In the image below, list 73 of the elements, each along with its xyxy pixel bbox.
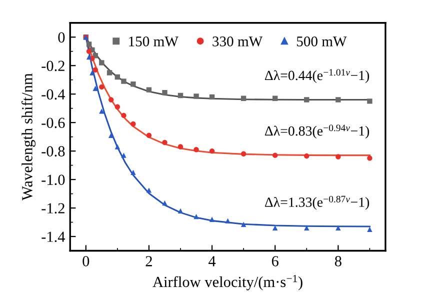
- point: [99, 60, 104, 66]
- annotation: Δλ=1.33(e$^{−0.87v}$−1): [264, 196, 370, 210]
- point: [114, 74, 120, 80]
- point: [194, 214, 199, 220]
- point: [367, 156, 372, 161]
- point: [146, 188, 152, 193]
- y-tick-label: -0.8: [42, 146, 65, 157]
- legend-label: 150 mW: [129, 36, 178, 46]
- y-axis-title: Wavelength shift/nm: [21, 73, 36, 200]
- point: [162, 90, 168, 96]
- point: [130, 170, 136, 176]
- x-tick-label: 0: [82, 256, 90, 266]
- annotation: Δλ=0.44(e$^{−1.01v}$−1): [264, 69, 370, 83]
- point: [108, 97, 114, 102]
- point: [367, 226, 372, 232]
- point: [108, 132, 114, 138]
- point: [336, 154, 341, 160]
- point: [114, 144, 120, 150]
- legend-label: 330 mW: [212, 36, 263, 46]
- point: [272, 96, 278, 101]
- point: [240, 222, 246, 227]
- y-tick-label: -1.2: [42, 203, 64, 214]
- point: [178, 92, 184, 98]
- point: [146, 132, 152, 138]
- y-tick-label: -1.4: [42, 232, 66, 242]
- point: [92, 86, 98, 91]
- point: [92, 67, 98, 72]
- point: [146, 87, 152, 92]
- point: [86, 48, 92, 54]
- point: [106, 70, 112, 76]
- point: [194, 94, 199, 99]
- point: [240, 151, 246, 156]
- point: [209, 148, 215, 154]
- point: [99, 108, 104, 114]
- point: [86, 42, 92, 47]
- point: [130, 82, 136, 87]
- y-tick-label: 0: [58, 32, 65, 43]
- x-axis-title: Airflow velocity/(m·s$^{−1}$): [152, 275, 302, 290]
- point: [304, 97, 310, 102]
- y-tick-label: -1.0: [42, 174, 65, 186]
- y-tick-label: -0.4: [42, 89, 66, 100]
- y-tick-label: -0.2: [42, 60, 64, 72]
- point: [178, 144, 184, 150]
- annotation: Δλ=0.83(e$^{−0.94v}$−1): [264, 124, 370, 139]
- point: [209, 216, 215, 222]
- point: [86, 54, 92, 60]
- point: [367, 98, 372, 104]
- point: [272, 225, 278, 231]
- point: [240, 96, 246, 101]
- point: [130, 121, 136, 127]
- point: [209, 94, 215, 100]
- x-tick-label: 8: [334, 256, 342, 266]
- point: [336, 225, 341, 231]
- x-tick-label: 2: [146, 256, 152, 266]
- y-tick-label: -0.6: [42, 118, 65, 128]
- point: [114, 104, 120, 110]
- point: [121, 112, 126, 118]
- point: [162, 140, 168, 146]
- point: [162, 200, 168, 206]
- x-tick-label: 6: [272, 256, 278, 266]
- point: [225, 218, 230, 224]
- point: [178, 208, 184, 214]
- point: [304, 153, 310, 159]
- point: [336, 97, 341, 102]
- point: [194, 147, 199, 152]
- x-tick-label: 4: [208, 256, 216, 266]
- point: [272, 152, 278, 158]
- point: [121, 152, 126, 158]
- point: [90, 70, 95, 76]
- point: [99, 84, 104, 90]
- point: [304, 225, 310, 231]
- legend-label: 500 mW: [296, 36, 347, 46]
- point: [121, 78, 126, 84]
